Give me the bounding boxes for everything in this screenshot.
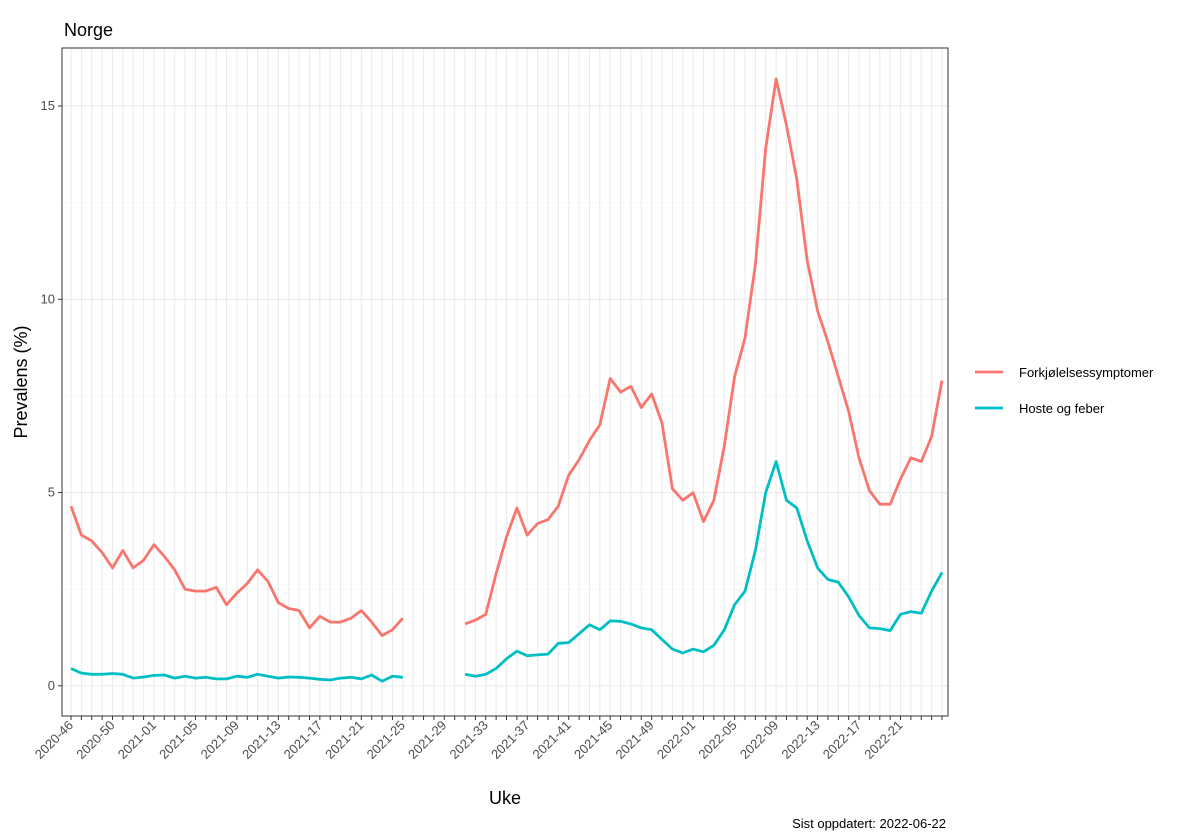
y-tick-label: 5 xyxy=(48,485,55,500)
y-tick-label: 10 xyxy=(41,291,55,306)
y-axis-label: Prevalens (%) xyxy=(11,325,31,438)
series-line xyxy=(70,460,944,683)
x-axis-label: Uke xyxy=(489,788,521,808)
y-tick-label: 0 xyxy=(48,678,55,693)
series-line xyxy=(69,77,944,637)
caption: Sist oppdatert: 2022-06-22 xyxy=(792,816,946,831)
panel-border xyxy=(61,47,949,717)
legend-label: Forkjølelsessymptomer xyxy=(1019,365,1154,380)
legend-label: Hoste og feber xyxy=(1019,401,1105,416)
y-tick-label: 15 xyxy=(41,98,55,113)
chart-title: Norge xyxy=(64,20,113,40)
